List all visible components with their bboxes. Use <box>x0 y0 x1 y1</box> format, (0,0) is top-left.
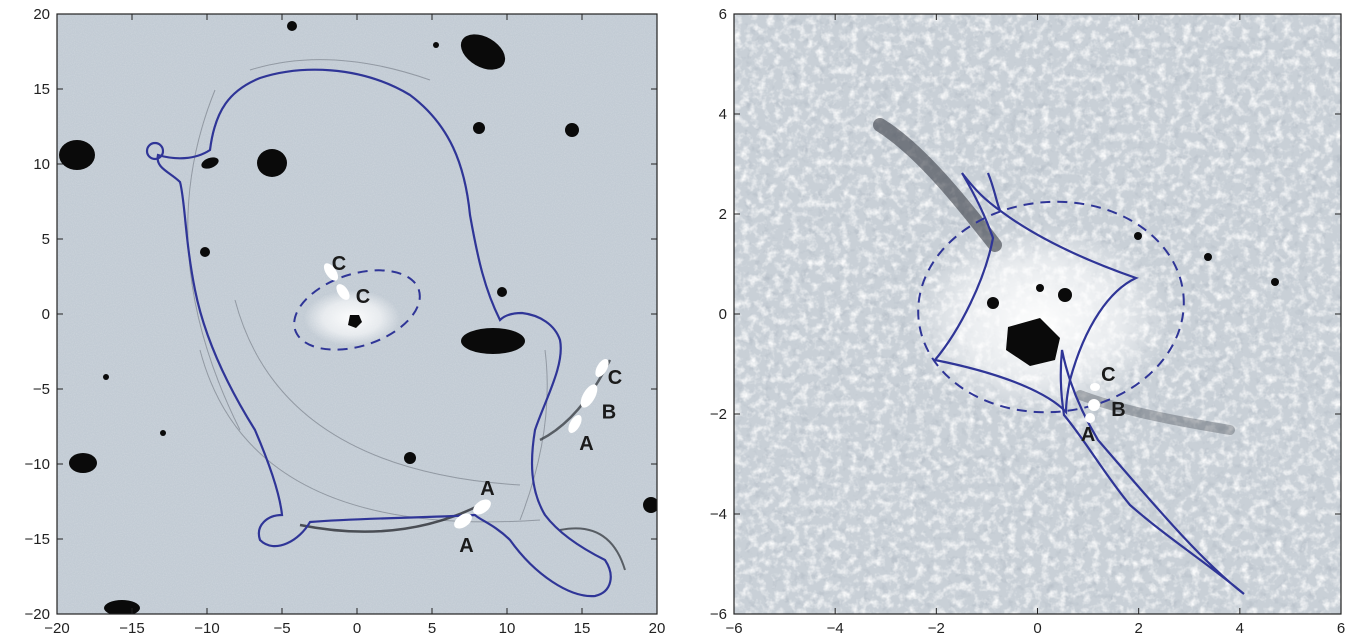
galaxy-blob <box>104 600 140 614</box>
lensed-image-spot <box>595 358 609 378</box>
galaxy-blob <box>565 123 579 137</box>
lensed-image-spot <box>580 384 598 408</box>
galaxy-blob <box>987 297 999 309</box>
lensed-image-label: B <box>602 402 616 424</box>
lensed-image-label: C <box>332 253 346 275</box>
y-tick-label: −15 <box>25 531 50 548</box>
x-tick-label: 4 <box>1236 620 1244 637</box>
galaxy-blob <box>460 34 506 70</box>
caustic-curve <box>293 269 421 351</box>
x-tick-label: 2 <box>1134 620 1142 637</box>
lensed-image-label: A <box>579 433 593 455</box>
y-tick-label: −10 <box>25 456 50 473</box>
y-tick-label: −20 <box>25 606 50 623</box>
galaxy-blob <box>497 287 507 297</box>
lens-core <box>1006 318 1060 366</box>
galaxy-blob <box>404 452 416 464</box>
lensed-image-label: A <box>480 478 494 500</box>
lensed-image-label: C <box>608 367 622 389</box>
galaxy-blob <box>643 497 657 513</box>
lensed-image-spot <box>1088 399 1100 411</box>
galaxy-blob <box>103 374 109 380</box>
lensed-image-label: C <box>1101 364 1115 386</box>
right-panel: CBA −6 −4 −2 0 2 4 6 6 4 2 0 −2 −4 −6 <box>710 6 1345 637</box>
x-tick-label: −6 <box>725 620 742 637</box>
lensed-image-label: B <box>1111 399 1125 421</box>
right-sky-image: CBA <box>734 14 1341 614</box>
y-tick-label: 6 <box>719 6 727 23</box>
galaxy-blob <box>1058 288 1072 302</box>
lens-core <box>348 315 362 328</box>
galaxy-blob <box>473 122 485 134</box>
x-tick-label: 6 <box>1337 620 1345 637</box>
galaxy-blob <box>257 149 287 177</box>
lensed-arc <box>873 118 1002 252</box>
galaxy-blob <box>1036 284 1044 292</box>
galaxy-blob <box>59 140 95 170</box>
y-tick-label: 0 <box>719 306 727 323</box>
y-tick-label: −5 <box>33 381 50 398</box>
lensed-image-label: C <box>356 286 370 308</box>
galaxy-blob <box>160 430 166 436</box>
x-tick-label: 20 <box>649 620 666 637</box>
y-tick-label: 5 <box>42 231 50 248</box>
critical-curve <box>156 68 612 598</box>
x-tick-label: 10 <box>499 620 516 637</box>
critical-curve <box>917 200 1185 414</box>
lensed-image-spot <box>336 284 350 300</box>
lensed-image-spot <box>473 499 491 515</box>
y-tick-label: 4 <box>719 106 727 123</box>
x-tick-label: −2 <box>928 620 945 637</box>
lensed-image-spot <box>1085 413 1095 423</box>
y-tick-label: −6 <box>710 606 727 623</box>
x-tick-label: 0 <box>353 620 361 637</box>
x-tick-label: 5 <box>428 620 436 637</box>
lensed-image-spot <box>454 513 472 529</box>
x-tick-label: 0 <box>1033 620 1041 637</box>
y-tick-label: 2 <box>719 206 727 223</box>
galaxy-blob <box>461 328 525 354</box>
x-tick-label: −20 <box>44 620 69 637</box>
critical-curve-loop <box>145 141 165 161</box>
lensed-image-spot <box>568 414 582 434</box>
lensed-image-label: A <box>1081 424 1095 446</box>
x-tick-label: 15 <box>574 620 591 637</box>
x-tick-label: −5 <box>273 620 290 637</box>
y-tick-label: −4 <box>710 506 727 523</box>
galaxy-blob <box>287 21 297 31</box>
caustic-curve <box>932 172 1139 415</box>
y-tick-label: 20 <box>33 6 50 23</box>
caustic-curve <box>986 172 1001 211</box>
y-tick-label: 15 <box>33 81 50 98</box>
x-tick-label: −4 <box>827 620 844 637</box>
galaxy-blob <box>69 453 97 473</box>
lensed-image-label: A <box>459 535 473 557</box>
galaxy-blob <box>1134 232 1142 240</box>
lensed-image-spot <box>1090 383 1100 391</box>
galaxy-blob <box>1204 253 1212 261</box>
galaxy-blob <box>433 42 439 48</box>
galaxy-blob <box>200 247 210 257</box>
galaxy-blob <box>1271 278 1279 286</box>
galaxy-blob <box>201 157 219 169</box>
y-tick-label: 0 <box>42 306 50 323</box>
lensed-image-spot <box>323 263 339 281</box>
x-tick-label: −15 <box>119 620 144 637</box>
caustic-curve <box>1059 349 1245 595</box>
x-tick-label: −10 <box>194 620 219 637</box>
y-tick-label: 10 <box>33 156 50 173</box>
y-tick-label: −2 <box>710 406 727 423</box>
